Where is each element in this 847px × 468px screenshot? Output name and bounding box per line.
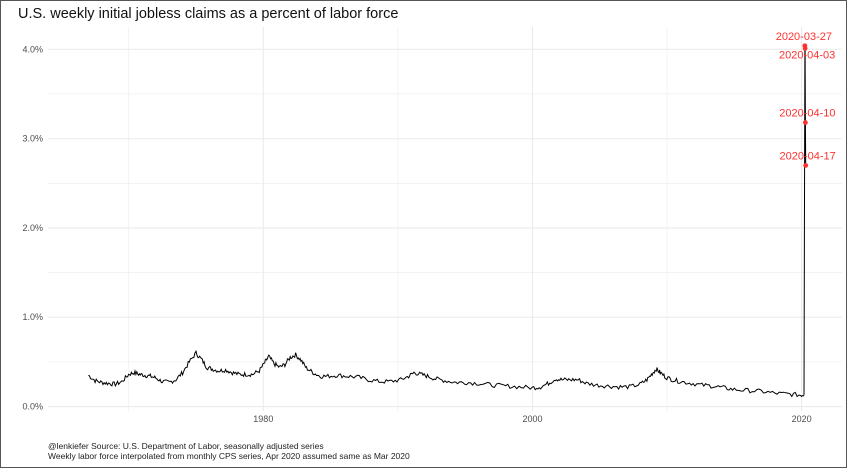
jobless-claims-chart: 0.0% 1.0% 2.0% 3.0% 4.0% 1980 2000 2020 2020-0…	[22, 27, 842, 424]
series-layer	[88, 45, 807, 398]
caption-line-note: Weekly labor force interpolated from mon…	[48, 450, 410, 461]
claims-2020-spike-line	[803, 45, 807, 395]
y-tick-label: 4.0%	[22, 44, 43, 54]
annotation-point	[802, 46, 808, 51]
minor-grid	[48, 27, 842, 411]
major-grid	[48, 27, 842, 411]
x-tick-label: 2000	[522, 414, 542, 424]
caption-line-source: @lenkiefer Source: U.S. Department of La…	[48, 441, 324, 451]
chart-caption: @lenkiefer Source: U.S. Department of La…	[48, 441, 410, 461]
annotation-label: 2020-03-27	[776, 31, 832, 43]
x-tick-label: 1980	[253, 414, 273, 424]
annotation-label: 2020-04-17	[780, 150, 836, 162]
y-tick-label: 1.0%	[22, 312, 43, 322]
y-tick-label: 2.0%	[22, 223, 43, 233]
x-tick-label: 2020	[792, 414, 812, 424]
chart-title: U.S. weekly initial jobless claims as a …	[18, 6, 399, 22]
annotation-point	[802, 120, 808, 125]
y-axis-ticks: 0.0% 1.0% 2.0% 3.0% 4.0%	[22, 44, 43, 411]
x-axis-ticks: 1980 2000 2020	[253, 414, 811, 424]
annotation-label: 2020-04-10	[779, 108, 835, 120]
annotation-layer: 2020-03-27 2020-04-03 2020-04-10 2020-04-17	[776, 31, 836, 168]
y-tick-label: 3.0%	[22, 134, 43, 144]
annotation-point	[803, 163, 809, 168]
claims-history-line	[88, 349, 805, 398]
y-tick-label: 0.0%	[22, 402, 43, 412]
annotation-label: 2020-04-03	[779, 49, 835, 61]
